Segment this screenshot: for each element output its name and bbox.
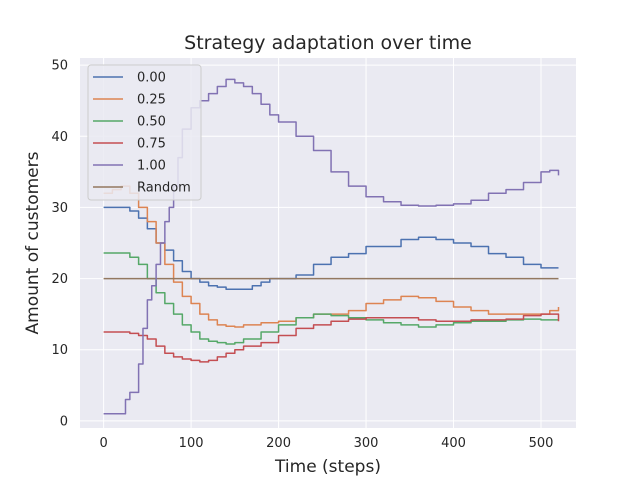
y-tick-label-4: 40 xyxy=(51,130,68,145)
series-line-0-50 xyxy=(103,252,559,345)
x-tick-label-0: 0 xyxy=(99,436,107,451)
series-line-0-25 xyxy=(103,185,560,328)
legend-items: 0.00 0.25 0.50 0.75 1.00 Random xyxy=(93,71,191,196)
x-tick-label-4: 400 xyxy=(441,436,466,451)
chart-title: Strategy adaptation over time xyxy=(184,32,472,54)
legend-label-random: Random xyxy=(137,181,191,196)
x-tick-label-5: 500 xyxy=(529,436,554,451)
series-line-0-75 xyxy=(103,313,560,363)
y-tick-label-3: 30 xyxy=(51,201,68,216)
y-axis-label: Amount of customers xyxy=(23,151,43,334)
y-tick-labels: 0 10 20 30 40 50 xyxy=(51,59,68,430)
y-tick-label-0: 0 xyxy=(60,414,68,429)
series-layer xyxy=(103,78,560,415)
x-tick-label-3: 300 xyxy=(354,436,379,451)
x-axis-label: Time (steps) xyxy=(274,457,381,477)
x-tick-label-1: 100 xyxy=(179,436,204,451)
legend-label-0-25: 0.25 xyxy=(137,93,166,108)
y-tick-label-5: 50 xyxy=(51,59,68,74)
x-tick-labels: 0 100 200 300 400 500 xyxy=(99,436,553,451)
series-line-1-00 xyxy=(103,78,560,415)
y-tick-label-2: 20 xyxy=(51,272,68,287)
legend-label-1-00: 1.00 xyxy=(137,159,166,174)
legend-label-0-00: 0.00 xyxy=(137,71,166,86)
y-tick-label-1: 10 xyxy=(51,343,68,358)
legend-label-0-75: 0.75 xyxy=(137,137,166,152)
x-tick-label-2: 200 xyxy=(266,436,291,451)
legend: 0.00 0.25 0.50 0.75 1.00 Random xyxy=(87,64,202,201)
legend-label-0-50: 0.50 xyxy=(137,115,166,130)
